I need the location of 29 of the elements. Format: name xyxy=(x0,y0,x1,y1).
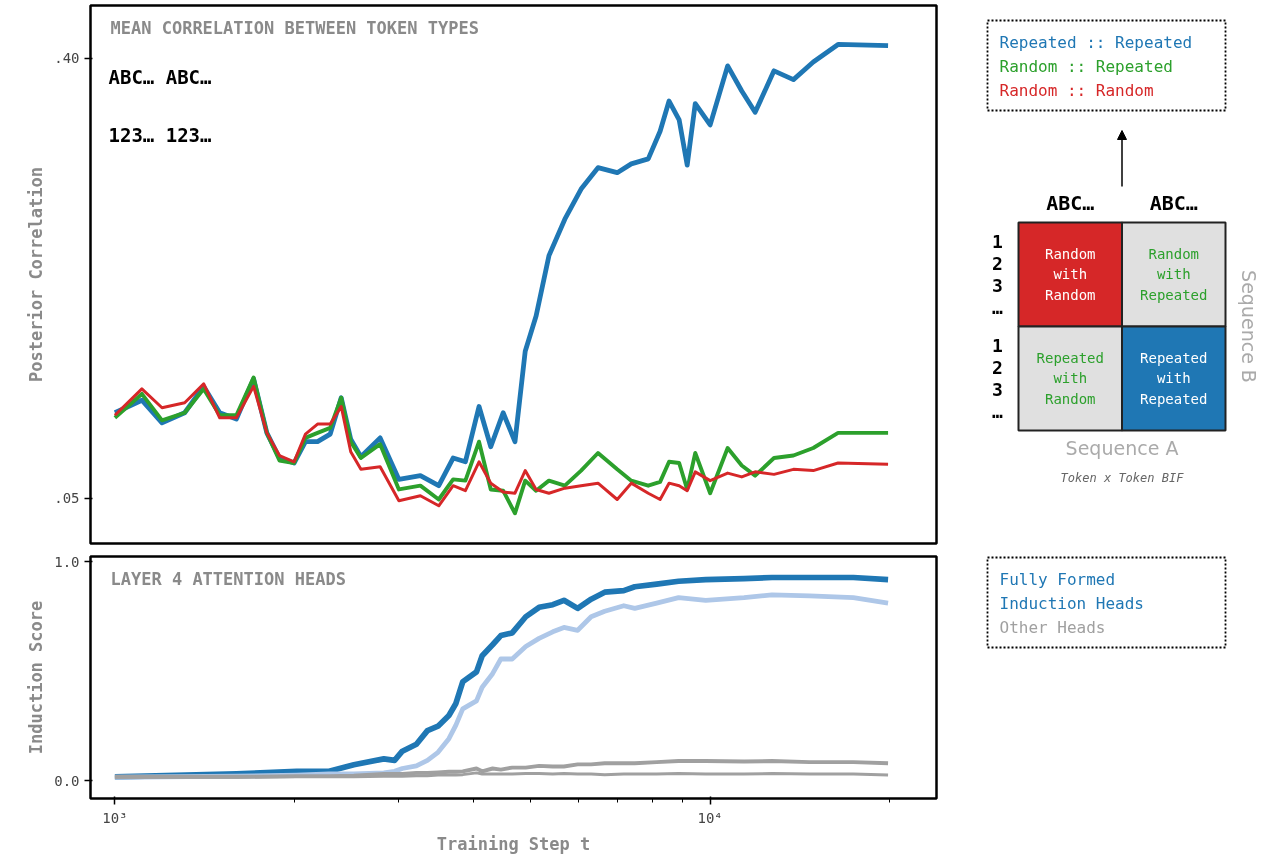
annotation: ABC… ABC… xyxy=(108,65,212,88)
text: Random with Random xyxy=(1044,245,1096,304)
text: LAYER 4 ATTENTION HEADS xyxy=(110,568,346,589)
x-tick-label: 10⁴ xyxy=(697,809,723,826)
text: Repeated with Random xyxy=(1036,349,1104,408)
text: ABC… xyxy=(1149,190,1198,215)
annotation: 123… 123… xyxy=(108,123,212,146)
text: Random :: Random xyxy=(999,81,1154,100)
text: Repeated with Repeated xyxy=(1140,349,1208,408)
y-axis-title: Posterior Correlation xyxy=(26,167,47,382)
text: Random with Repeated xyxy=(1140,245,1208,304)
x-axis-title: Training Step t xyxy=(436,833,591,854)
text: Random :: Repeated xyxy=(999,57,1173,76)
y-axis-title: Induction Score xyxy=(26,600,47,755)
text: ABC… xyxy=(1046,190,1095,215)
y-tick-label: 1.0 xyxy=(54,553,80,570)
y-tick-label: .40 xyxy=(54,50,80,67)
text: Fully Formed Induction Heads xyxy=(999,570,1144,613)
text: Sequence B xyxy=(1237,270,1260,383)
text: 123… xyxy=(992,230,1004,319)
text: Sequence A xyxy=(1065,436,1179,459)
text: Repeated :: Repeated xyxy=(999,33,1193,52)
x-tick-label: 10³ xyxy=(102,809,128,826)
text: Other Heads xyxy=(999,618,1106,637)
y-tick-label: .05 xyxy=(54,490,80,507)
text: Token x Token BIF xyxy=(1060,470,1185,485)
text: 123… xyxy=(992,334,1004,423)
y-tick-label: 0.0 xyxy=(54,772,80,789)
text: MEAN CORRELATION BETWEEN TOKEN TYPES xyxy=(110,17,479,38)
